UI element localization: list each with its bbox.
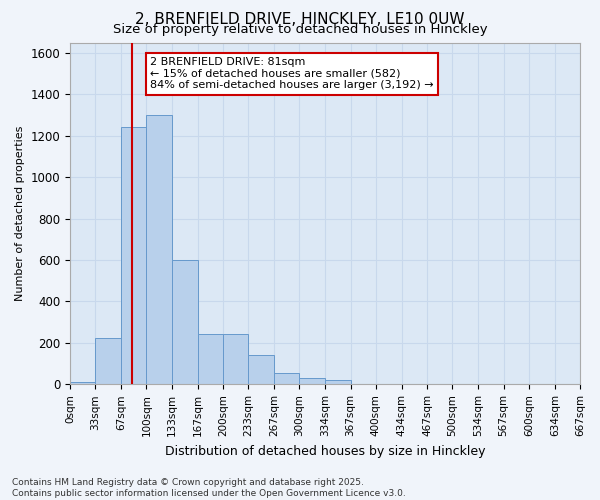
Bar xyxy=(95,338,121,384)
Bar xyxy=(299,378,325,384)
Y-axis label: Number of detached properties: Number of detached properties xyxy=(15,126,25,301)
Bar xyxy=(70,382,95,384)
X-axis label: Distribution of detached houses by size in Hinckley: Distribution of detached houses by size … xyxy=(165,444,485,458)
Text: Contains HM Land Registry data © Crown copyright and database right 2025.
Contai: Contains HM Land Registry data © Crown c… xyxy=(12,478,406,498)
Text: 2, BRENFIELD DRIVE, HINCKLEY, LE10 0UW: 2, BRENFIELD DRIVE, HINCKLEY, LE10 0UW xyxy=(135,12,465,28)
Bar xyxy=(274,373,299,384)
Bar xyxy=(172,260,198,384)
Bar xyxy=(248,356,274,384)
Bar xyxy=(121,128,146,384)
Bar xyxy=(325,380,350,384)
Text: 2 BRENFIELD DRIVE: 81sqm
← 15% of detached houses are smaller (582)
84% of semi-: 2 BRENFIELD DRIVE: 81sqm ← 15% of detach… xyxy=(151,57,434,90)
Bar xyxy=(146,115,172,384)
Text: Size of property relative to detached houses in Hinckley: Size of property relative to detached ho… xyxy=(113,22,487,36)
Bar xyxy=(198,334,223,384)
Bar xyxy=(223,334,248,384)
